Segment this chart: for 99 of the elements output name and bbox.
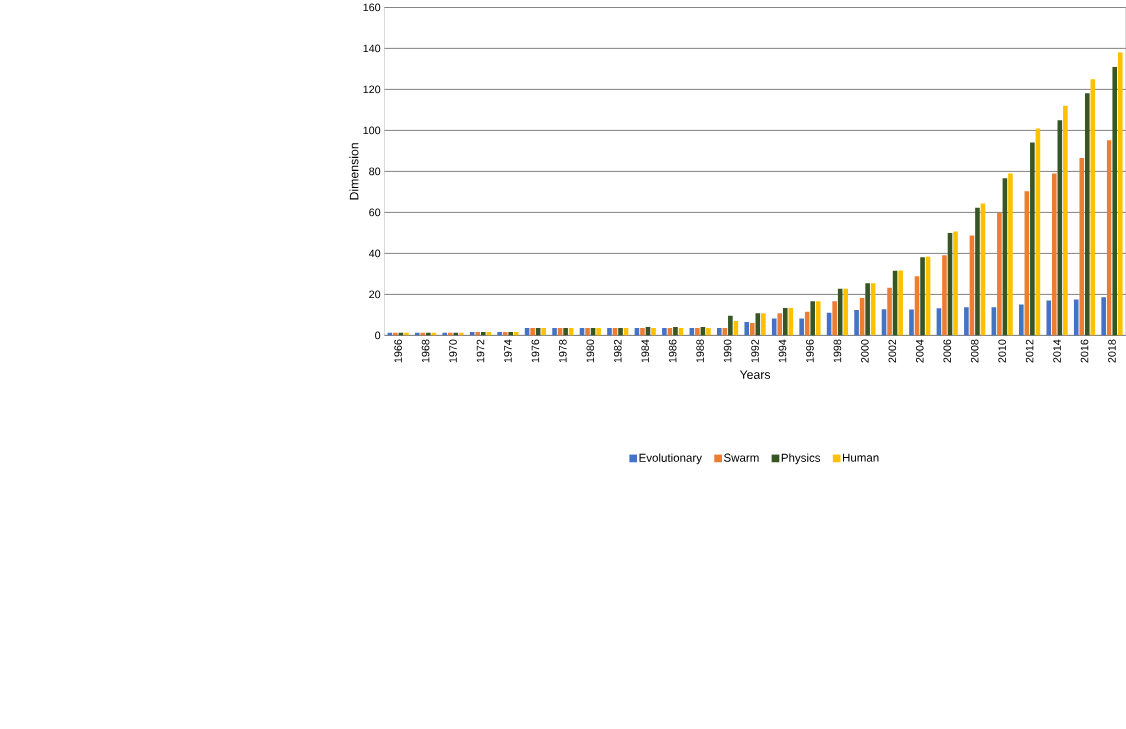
- bar: [788, 307, 794, 336]
- x-tick-label: 1970: [449, 339, 457, 363]
- bar: [964, 307, 969, 336]
- bar: [1112, 66, 1118, 336]
- x-tick-label: 2006: [943, 339, 952, 363]
- bar: [673, 326, 678, 336]
- bar: [530, 328, 535, 336]
- x-tick-label: 2008: [970, 339, 979, 363]
- x-tick-label: 1968: [421, 339, 430, 363]
- bar: [475, 331, 481, 336]
- bar: [1117, 52, 1123, 336]
- x-tick-label: 1976: [531, 339, 540, 363]
- bar: [497, 331, 502, 336]
- bar: [920, 257, 925, 336]
- bar: [1046, 300, 1052, 336]
- bar: [854, 309, 859, 336]
- bar: [975, 207, 980, 336]
- y-tick-label: 20: [369, 290, 381, 299]
- bar: [744, 322, 750, 336]
- x-tick-label: 2016: [1080, 339, 1089, 363]
- y-tick-label: 120: [363, 85, 381, 94]
- bar: [728, 315, 733, 336]
- y-tick-label: 140: [363, 44, 381, 53]
- bar: [810, 301, 816, 336]
- bar: [541, 328, 546, 336]
- x-tick-label: 1980: [586, 339, 595, 363]
- bar: [749, 322, 755, 336]
- x-tick-label: 2010: [998, 339, 1006, 363]
- legend-label: Physics: [781, 453, 821, 465]
- bar: [799, 318, 804, 336]
- x-tick-label: 1998: [833, 339, 842, 363]
- bar: [887, 287, 892, 336]
- x-tick-label: 1996: [806, 339, 814, 363]
- x-tick-label: 1992: [751, 339, 759, 363]
- bar: [942, 255, 947, 336]
- bar: [716, 328, 722, 336]
- y-tick-label: 160: [363, 3, 381, 12]
- bar: [1063, 105, 1068, 336]
- bar: [832, 301, 837, 336]
- bar: [909, 309, 914, 336]
- bar: [815, 301, 821, 336]
- bar: [706, 328, 711, 336]
- bar: [508, 331, 514, 336]
- bar: [898, 270, 903, 336]
- bar: [695, 328, 700, 336]
- bar: [618, 328, 623, 336]
- bar: [843, 288, 849, 336]
- bar: [1079, 158, 1085, 336]
- bar: [1008, 173, 1013, 336]
- x-tick-label: 2002: [888, 339, 897, 363]
- x-tick-label: 2012: [1025, 339, 1034, 363]
- bar: [865, 283, 870, 336]
- bar: [640, 328, 645, 336]
- bar: [585, 328, 590, 336]
- bar: [662, 328, 667, 336]
- legend-label: Human: [842, 453, 879, 462]
- x-tick-label: 1988: [696, 339, 704, 363]
- bar: [782, 307, 788, 336]
- x-tick-label: 1966: [394, 339, 402, 363]
- bar: [1030, 142, 1035, 336]
- x-tick-label: 1986: [668, 339, 677, 363]
- bar: [1073, 299, 1079, 336]
- bar: [563, 328, 568, 336]
- x-tick-label: 2004: [915, 339, 924, 363]
- x-tick-label: 1974: [504, 339, 512, 363]
- x-axis-title: Years: [739, 370, 771, 379]
- legend-label: Swarm: [724, 453, 759, 462]
- bar: [552, 328, 557, 336]
- bar: [596, 328, 601, 336]
- y-tick-label: 0: [375, 331, 381, 340]
- x-tick-label: 2014: [1053, 339, 1061, 363]
- bar: [953, 231, 958, 336]
- x-tick-label: 2000: [861, 339, 869, 363]
- bar: [1051, 173, 1057, 336]
- x-tick-label: 1978: [559, 339, 567, 363]
- x-tick-label: 1982: [613, 339, 622, 363]
- legend-label: Evolutionary: [639, 453, 702, 465]
- x-tick-label: 1990: [723, 339, 732, 363]
- x-tick-label: 2018: [1108, 339, 1116, 363]
- x-tick-label: 1994: [778, 339, 787, 363]
- bar: [997, 213, 1002, 336]
- bar: [1019, 304, 1024, 336]
- bar: [607, 328, 612, 336]
- bar: [777, 313, 783, 336]
- y-tick-label: 60: [369, 208, 381, 217]
- y-tick-label: 80: [369, 167, 381, 176]
- x-tick-label: 1984: [641, 339, 650, 363]
- bar: [771, 318, 777, 336]
- bar: [513, 331, 519, 336]
- bar: [651, 328, 656, 336]
- y-axis-title: Dimension: [349, 143, 359, 200]
- x-tick-label: 1972: [476, 339, 485, 363]
- y-tick-label: 100: [363, 126, 381, 135]
- bar: [1101, 297, 1106, 336]
- bar: [1084, 93, 1090, 336]
- bar: [761, 313, 766, 336]
- y-tick-label: 40: [368, 249, 381, 258]
- bar: [480, 331, 486, 336]
- bar: [486, 331, 492, 336]
